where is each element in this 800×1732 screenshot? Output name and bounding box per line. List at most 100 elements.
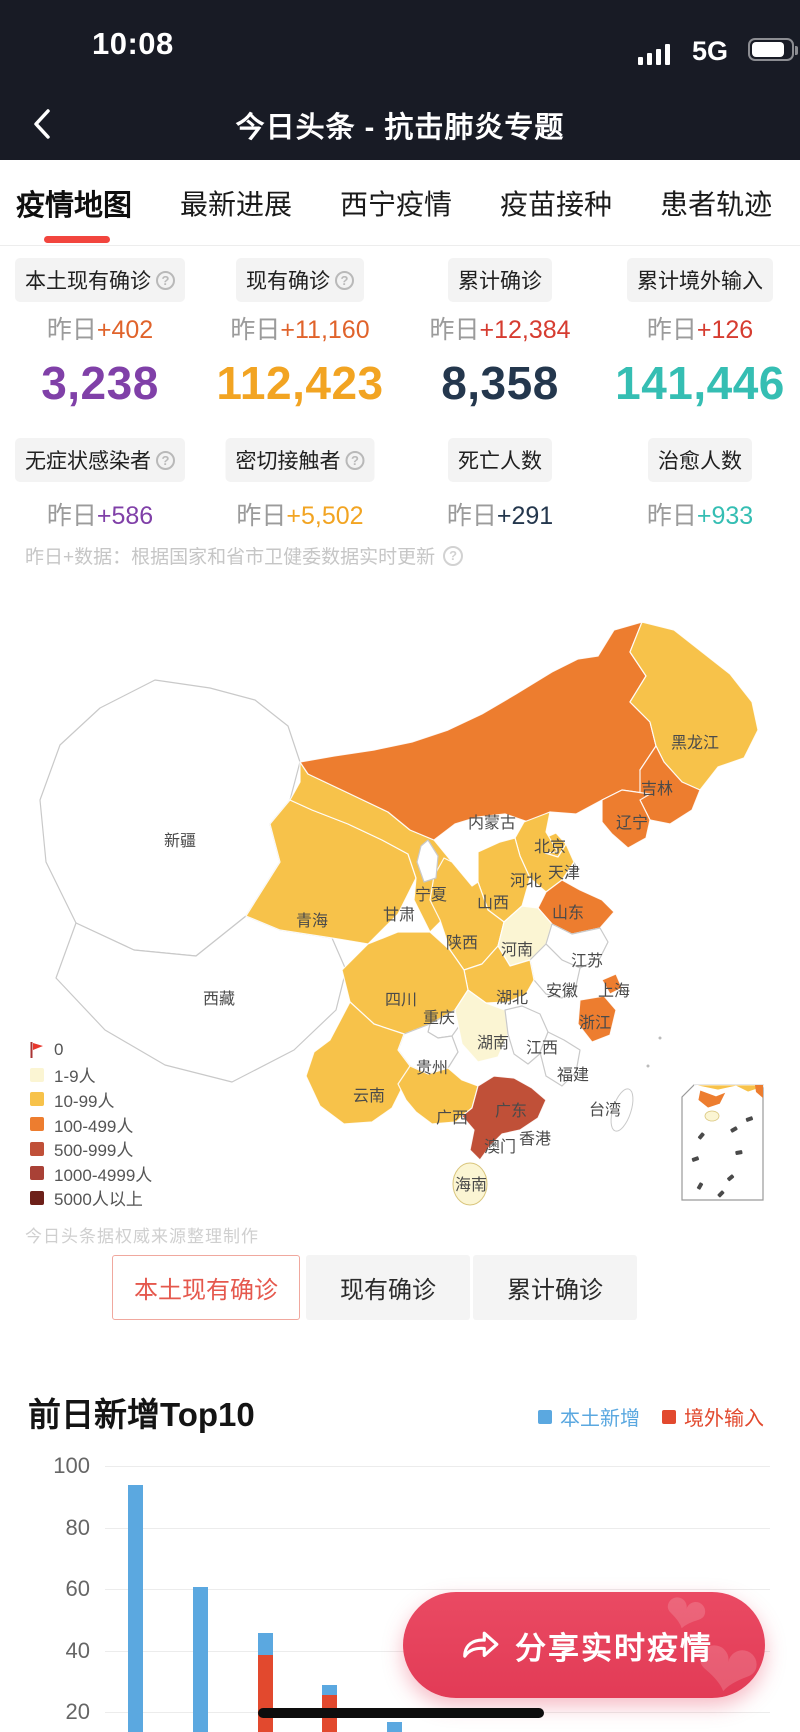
- chart-legend-item[interactable]: 本土新增: [538, 1402, 640, 1431]
- province-label-重庆: 重庆: [423, 1009, 455, 1027]
- bar-local-1[interactable]: [193, 1586, 208, 1732]
- share-arrow-icon: [463, 1631, 499, 1658]
- province-福建[interactable]: [539, 1031, 581, 1087]
- help-icon[interactable]: ?: [345, 450, 365, 470]
- province-label-陕西: 陕西: [446, 934, 478, 952]
- province-浙江[interactable]: [577, 995, 617, 1043]
- legend-label: 境外输入: [684, 1408, 764, 1430]
- tab-3[interactable]: 疫苗接种: [500, 188, 613, 220]
- province-台湾[interactable]: [607, 1086, 638, 1133]
- province-label-云南: 云南: [353, 1087, 385, 1105]
- province-label-辽宁: 辽宁: [616, 814, 648, 832]
- legend-label: 1-9人: [54, 1067, 96, 1087]
- map-metric-button-0[interactable]: 本土现有确诊: [112, 1255, 300, 1320]
- province-吉林[interactable]: [639, 745, 701, 825]
- data-source-note-text: 昨日+数据：根据国家和省市卫健委数据实时更新: [25, 547, 436, 568]
- bar-local-3[interactable]: [322, 1685, 337, 1695]
- stat-value: 8,358: [441, 357, 559, 409]
- legend-item: 1-9人: [30, 1063, 152, 1088]
- tab-0[interactable]: 疫情地图: [16, 189, 133, 222]
- yesterday-delta: 昨日+291: [446, 502, 554, 530]
- map-metric-button-2[interactable]: 累计确诊: [473, 1255, 637, 1320]
- stat-label: 治愈人数: [648, 438, 752, 482]
- stat-value: 141,446: [615, 357, 785, 409]
- tab-bar: 疫情地图 最新进展 西宁疫情 疫苗接种 患者轨迹: [0, 160, 800, 246]
- province-label-青海: 青海: [296, 912, 328, 930]
- yesterday-delta: 昨日+5,502: [236, 502, 364, 530]
- province-黑龙江[interactable]: [629, 621, 759, 791]
- china-epidemic-map[interactable]: 新疆 西藏 青海 甘肃 内蒙古 黑龙江 吉林 辽宁 北京 天津 河北 山西 山东 陕西 宁夏 河南 江苏 安徽 上海…: [0, 560, 800, 1260]
- province-label-澳门: 澳门: [484, 1138, 516, 1156]
- legend-label: 1000-4999人: [54, 1165, 153, 1185]
- status-bar: 10:08 5G: [0, 0, 800, 88]
- chart-legend-item[interactable]: 境外输入: [662, 1402, 764, 1431]
- map-watermark: 今日头条据权威来源整理制作: [25, 1227, 259, 1246]
- province-label-安徽: 安徽: [546, 982, 578, 1000]
- province-海南[interactable]: [452, 1162, 488, 1206]
- province-广东[interactable]: [461, 1075, 547, 1161]
- south-china-sea-inset: [681, 1084, 764, 1201]
- province-辽宁[interactable]: [601, 789, 651, 849]
- province-西藏[interactable]: [55, 915, 347, 1083]
- top-bar: 10:08 5G 今日头条 - 抗击肺炎专题: [0, 0, 800, 160]
- gridline: [105, 1589, 770, 1590]
- help-icon[interactable]: ?: [443, 545, 464, 566]
- province-label-海南: 海南: [455, 1176, 487, 1194]
- stat-label: 本土现有确诊?: [15, 258, 185, 302]
- province-label-新疆: 新疆: [164, 832, 196, 850]
- map-metric-button-1[interactable]: 现有确诊: [306, 1255, 470, 1320]
- share-button[interactable]: 分享实时疫情 ❤ ❤: [403, 1592, 765, 1698]
- province-宁夏[interactable]: [416, 839, 439, 883]
- clock: 10:08: [92, 26, 174, 61]
- province-label-北京: 北京: [534, 838, 566, 856]
- map-filter-buttons: 本土现有确诊 现有确诊 累计确诊: [0, 1255, 800, 1320]
- province-云南[interactable]: [305, 1001, 411, 1125]
- flag-icon: [30, 1042, 43, 1059]
- tab-4[interactable]: 患者轨迹: [660, 188, 773, 220]
- help-icon[interactable]: ?: [335, 270, 354, 290]
- nav-bar: 今日头条 - 抗击肺炎专题: [0, 88, 800, 160]
- province-上海[interactable]: [601, 973, 623, 995]
- legend-swatch: [30, 1166, 44, 1181]
- help-icon[interactable]: ?: [156, 450, 175, 470]
- help-icon[interactable]: ?: [156, 270, 175, 290]
- active-tab-indicator: [44, 236, 110, 243]
- province-label-广西: 广西: [436, 1109, 468, 1127]
- legend-swatch: [662, 1409, 676, 1424]
- tab-1[interactable]: 最新进展: [180, 188, 293, 220]
- stat-label: 累计确诊: [448, 258, 552, 302]
- stat-label: 无症状感染者?: [15, 438, 185, 482]
- province-label-山东: 山东: [552, 904, 584, 922]
- map-legend: 0 1-9人 10-99人 100-499人 500-999人 1000-4999人 500…: [30, 1038, 152, 1210]
- legend-label: 500-999人: [54, 1141, 134, 1161]
- bar-local-0[interactable]: [128, 1485, 143, 1732]
- province-label-福建: 福建: [557, 1066, 589, 1084]
- stat-card-3: 累计境外输入 昨日+126 141,446 治愈人数 昨日+933: [600, 246, 800, 560]
- province-label-台湾: 台湾: [589, 1101, 621, 1119]
- back-icon[interactable]: [28, 106, 58, 142]
- province-label-吉林: 吉林: [641, 780, 673, 798]
- stat-label: 密切接触者?: [225, 438, 375, 482]
- stat-value: 3,238: [41, 357, 159, 409]
- province-label-河北: 河北: [510, 872, 542, 890]
- legend-item: 500-999人: [30, 1136, 152, 1161]
- legend-swatch: [30, 1190, 44, 1205]
- legend-item: 10-99人: [30, 1087, 152, 1112]
- province-label-山西: 山西: [477, 894, 509, 912]
- bar-local-2[interactable]: [258, 1633, 273, 1655]
- share-button-label: 分享实时疫情: [515, 1630, 713, 1666]
- legend-item: 5000人以上: [30, 1186, 152, 1211]
- stats-grid: 本土现有确诊? 昨日+402 3,238 无症状感染者? 昨日+586 现有确诊? 昨日+1…: [0, 246, 800, 560]
- y-axis-tick: 40: [65, 1637, 90, 1663]
- bar-imported-2[interactable]: [258, 1654, 273, 1732]
- tab-2[interactable]: 西宁疫情: [340, 188, 453, 220]
- province-label-西藏: 西藏: [203, 990, 235, 1008]
- legend-label: 本土新增: [560, 1408, 640, 1430]
- home-indicator[interactable]: [258, 1708, 544, 1718]
- province-label-浙江: 浙江: [579, 1014, 611, 1032]
- province-label-湖南: 湖南: [477, 1034, 509, 1052]
- bar-local-4[interactable]: [387, 1722, 402, 1732]
- network-type-label: 5G: [692, 36, 729, 66]
- province-label-四川: 四川: [385, 992, 417, 1009]
- province-label-湖北: 湖北: [496, 989, 528, 1007]
